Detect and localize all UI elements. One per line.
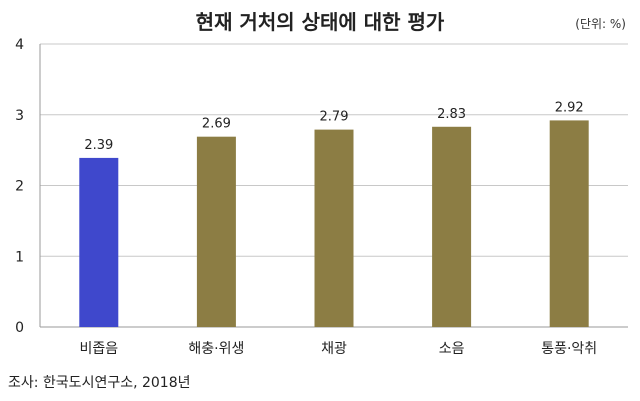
data-label: 2.83 (437, 107, 466, 122)
data-label: 2.92 (555, 100, 584, 115)
bar (432, 126, 472, 327)
data-label: 2.69 (202, 117, 231, 132)
bar (196, 136, 236, 327)
bar (549, 120, 589, 327)
y-tick-label: 2 (15, 179, 24, 195)
y-tick-label: 0 (15, 320, 24, 336)
y-tick-label: 1 (15, 249, 24, 265)
unit-note: (단위: %) (575, 17, 626, 31)
chart-title: 현재 거처의 상태에 대한 평가 (195, 10, 445, 34)
source-note: 조사: 한국도시연구소, 2018년 (8, 375, 191, 391)
y-tick-label: 4 (15, 37, 24, 53)
category-label: 비좁음 (79, 341, 118, 357)
category-label: 통풍·악취 (541, 341, 597, 357)
category-label: 채광 (321, 341, 347, 357)
category-label: 해충·위생 (188, 341, 244, 357)
bar (79, 157, 119, 327)
data-label: 2.79 (320, 110, 349, 125)
y-tick-label: 3 (15, 108, 24, 124)
data-label: 2.39 (84, 138, 113, 153)
bar (314, 129, 354, 327)
category-label: 소음 (439, 341, 465, 357)
